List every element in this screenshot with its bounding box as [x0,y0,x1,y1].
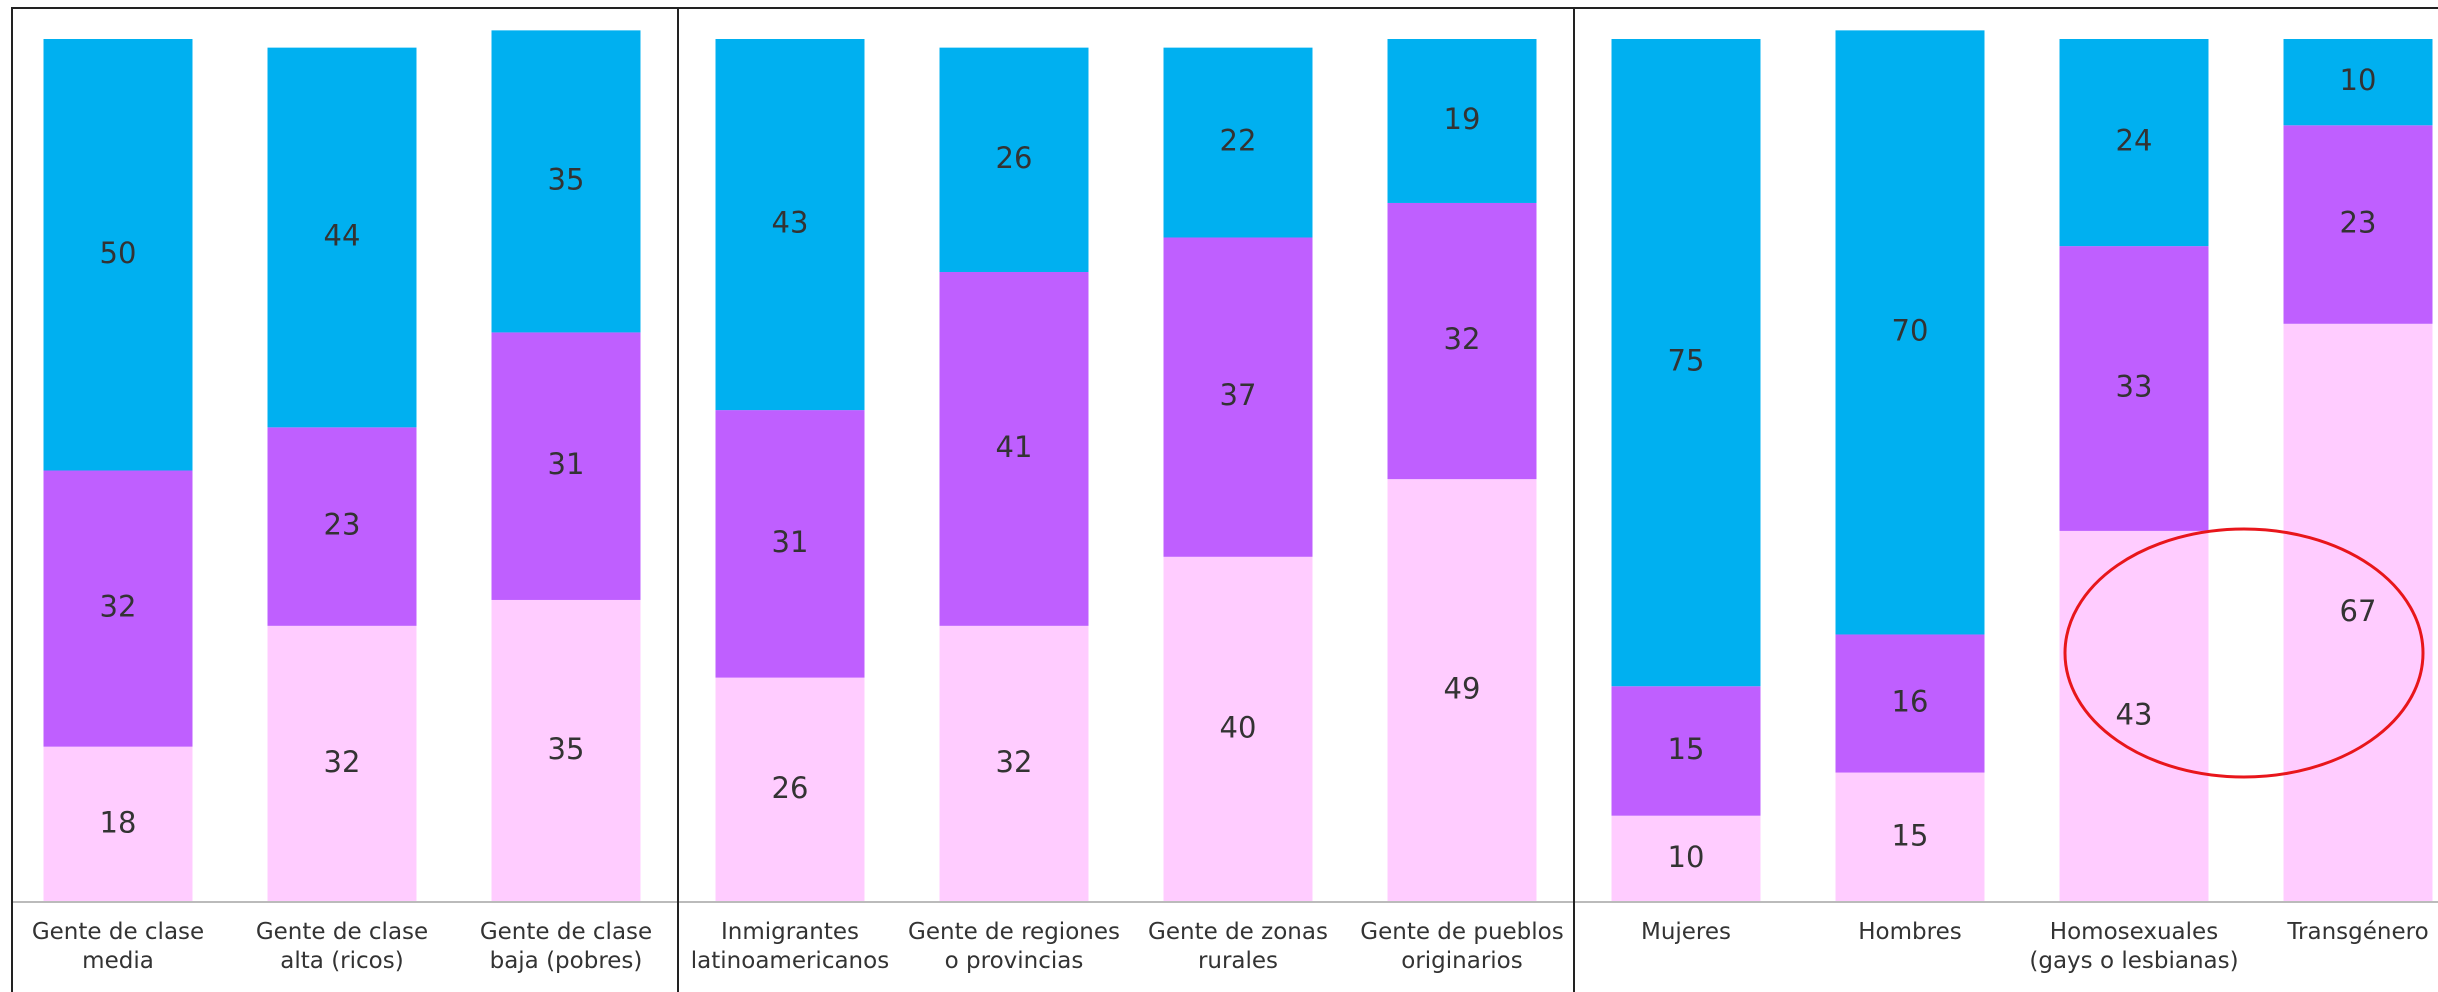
bar-segment [267,427,417,626]
value-label: 22 [1220,124,1257,158]
value-label: 67 [2340,594,2377,628]
value-label: 31 [548,447,585,481]
bar-segment [1835,772,1985,902]
bar-segment [1163,47,1313,238]
bar-segment [43,470,193,747]
x-tick-label: Gente de zonas rurales [1148,919,1328,974]
value-label: 15 [1668,732,1705,766]
bar-segment [1387,479,1537,902]
bar-segment [715,39,865,411]
value-label: 43 [772,206,809,240]
bar-segment [1835,634,1985,773]
value-label: 35 [548,162,585,196]
bar-segment [2283,323,2433,902]
value-label: 35 [548,732,585,766]
value-label: 43 [2116,697,2153,731]
x-tick-label: Gente de pueblos originarios [1360,919,1564,974]
x-tick-label: Transgénero [2287,919,2429,945]
value-label: 70 [1892,313,1929,347]
value-label: 33 [2116,370,2153,404]
value-label: 24 [2116,124,2153,158]
bar-segment [1387,39,1537,203]
value-label: 32 [996,745,1033,779]
x-tick-label: Gente de regiones o provincias [908,919,1120,974]
x-tick-label: Homosexuales (gays o lesbianas) [2029,919,2239,974]
value-label: 10 [1668,840,1705,874]
value-label: 23 [2340,206,2377,240]
bar-segment [1611,686,1761,816]
bar-segment [1163,237,1313,557]
value-label: 10 [2340,63,2377,97]
bar-segment [1611,815,1761,902]
value-label: 49 [1444,672,1481,706]
value-label: 75 [1668,344,1705,378]
bar-segment [1387,202,1537,480]
value-label: 31 [772,525,809,559]
highlight-ellipse [2063,527,2425,779]
bar-segment [43,746,193,902]
frame [11,7,2438,992]
bar-segment [491,599,641,902]
x-tick-label: Gente de clase baja (pobres) [479,919,653,974]
bar-segment [43,39,193,471]
bar-segment [1611,39,1761,687]
bar-segment [1163,556,1313,902]
value-label: 41 [996,430,1033,464]
value-label: 40 [1220,710,1257,744]
bar-segment [491,30,641,333]
bar-segment [715,677,865,902]
value-label: 18 [100,805,137,839]
value-label: 15 [1892,818,1929,852]
bar-segment [2059,530,2209,902]
x-tick-label: Hombres [1858,919,1962,945]
value-label: 32 [324,745,361,779]
bar-segment [939,47,1089,273]
bar-segment [2283,39,2433,126]
bar-segment [2283,125,2433,324]
value-label: 32 [100,590,137,624]
value-label: 44 [324,218,361,252]
value-label: 50 [100,236,137,270]
bar-segment [939,625,1089,902]
bar-segment [267,625,417,902]
bar-segment [1835,30,1985,635]
bar-segment [715,410,865,678]
value-label: 26 [996,141,1033,175]
marks: 18 32 50 32 23 44 35 31 35 26 31 43 32 41 26 40 37 22 49 32… [43,30,2433,902]
x-tick-label: Gente de clase media [31,919,205,974]
value-label: 26 [772,771,809,805]
x-tick-label: Inmigrantes latinoamericanos [690,919,890,974]
value-label: 16 [1892,685,1929,719]
bar-segment [491,332,641,600]
bar-segment [2059,39,2209,247]
bar-segment [939,272,1089,626]
value-label: 23 [324,508,361,542]
x-tick-label: Mujeres [1640,919,1732,945]
bar-segment [2059,246,2209,531]
value-label: 19 [1444,102,1481,136]
value-label: 32 [1444,322,1481,356]
bar-segment [267,47,417,428]
value-label: 37 [1220,378,1257,412]
x-tick-label: Gente de clase alta (ricos) [255,919,429,974]
